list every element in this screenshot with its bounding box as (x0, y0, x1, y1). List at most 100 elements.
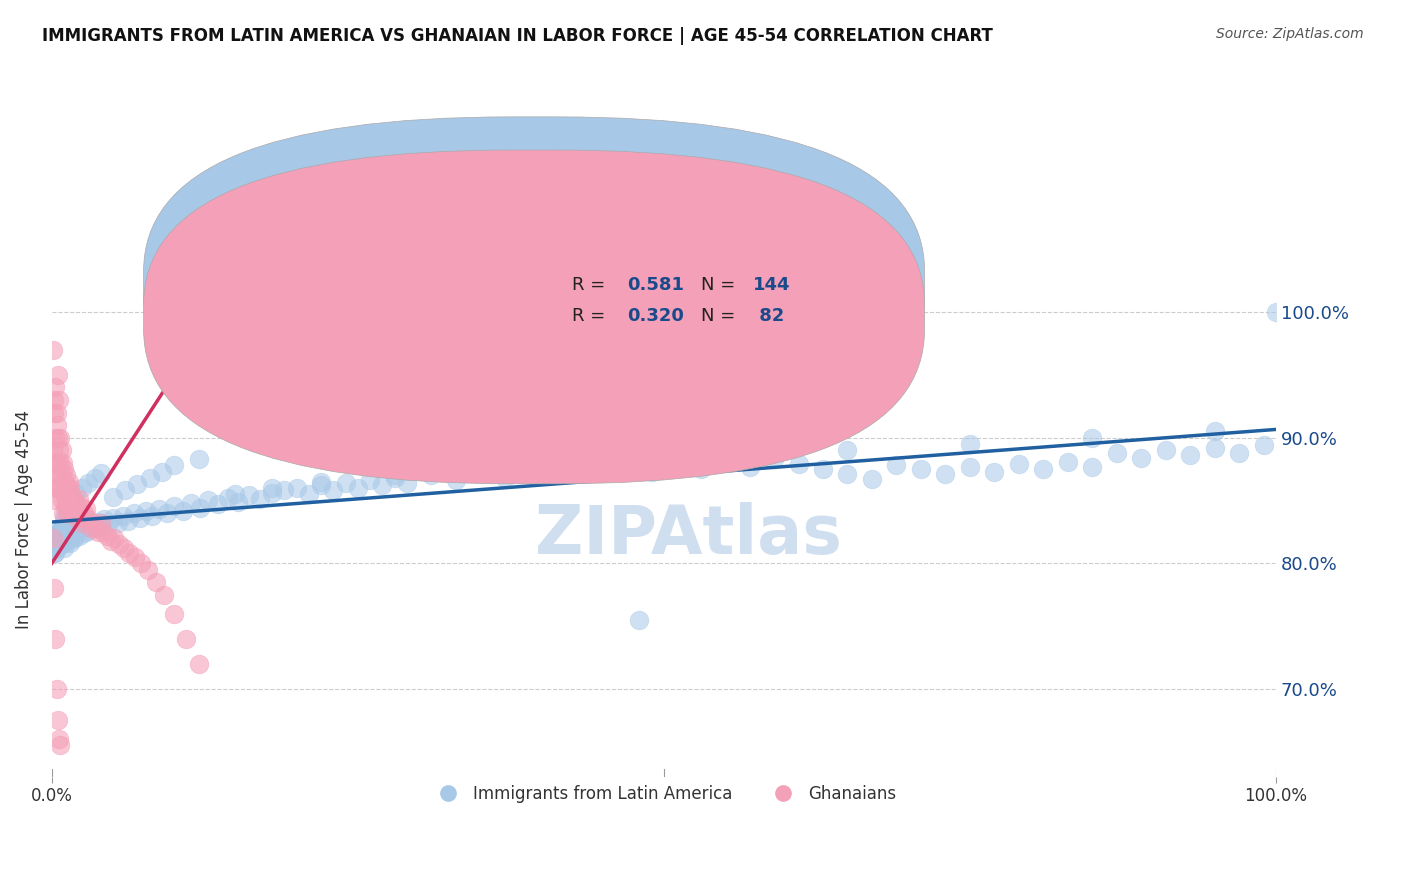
Point (543, 468, 565, 483)
Point (163, 607, 186, 621)
Point (44, 456, 66, 470)
Point (44, 493, 66, 508)
Text: N =: N = (700, 307, 735, 326)
Point (145, 575, 167, 590)
Point (309, 475, 332, 489)
Point (103, 531, 125, 545)
Point (56, 533, 79, 547)
Point (55, 468, 77, 483)
Point (141, 508, 163, 523)
Point (187, 452, 209, 467)
Point (52, 516, 75, 530)
Point (56, 481, 79, 495)
Point (62, 496, 84, 510)
Point (55, 493, 77, 508)
Point (494, 471, 516, 485)
Point (87, 524, 110, 539)
Point (811, 462, 834, 476)
Text: 82: 82 (754, 307, 785, 326)
Point (90, 466, 112, 480)
FancyBboxPatch shape (143, 150, 925, 483)
Point (59, 506, 82, 520)
Point (84, 521, 107, 535)
Point (65, 496, 87, 510)
Point (44, 582, 66, 596)
Point (176, 632, 198, 646)
Point (45, 468, 67, 483)
Point (837, 467, 859, 482)
Point (1253, 438, 1275, 452)
Point (44, 380, 66, 394)
Point (101, 511, 124, 525)
Point (44, 546, 66, 560)
Point (238, 488, 260, 502)
Point (96, 529, 118, 543)
Point (59, 536, 82, 550)
Point (75, 518, 97, 533)
Text: 0.320: 0.320 (627, 307, 683, 326)
Point (346, 481, 368, 495)
Point (1154, 443, 1177, 458)
Point (112, 541, 135, 556)
Point (187, 657, 209, 671)
Point (72, 516, 94, 530)
Point (616, 459, 638, 474)
Point (44, 527, 66, 541)
Point (1180, 448, 1202, 462)
Point (226, 494, 249, 508)
Point (127, 477, 149, 491)
Point (273, 483, 295, 498)
Point (138, 563, 160, 577)
Point (63, 530, 86, 544)
Point (48, 468, 70, 483)
Point (49, 739, 72, 753)
Point (90, 520, 112, 534)
Point (70, 521, 93, 535)
Point (1056, 454, 1078, 468)
Point (148, 502, 170, 516)
Point (53, 536, 76, 550)
Point (114, 483, 136, 498)
Point (49, 533, 72, 547)
Point (77, 524, 100, 538)
Point (44, 632, 66, 646)
FancyBboxPatch shape (486, 261, 830, 339)
Point (51, 529, 73, 543)
Point (910, 462, 932, 476)
Point (51, 493, 73, 508)
Point (395, 475, 418, 490)
Point (1227, 446, 1250, 460)
Point (49, 524, 72, 538)
Point (45, 405, 67, 419)
Point (163, 499, 186, 513)
Point (48, 526, 70, 541)
Point (55, 506, 77, 520)
Point (156, 506, 179, 520)
Point (48, 535, 70, 549)
Point (58, 524, 80, 539)
Point (470, 466, 492, 480)
Point (886, 458, 908, 473)
Point (322, 483, 344, 498)
Point (62, 491, 84, 505)
Point (46, 368, 69, 382)
Point (69, 506, 91, 520)
Point (87, 515, 110, 529)
Point (51, 521, 73, 535)
Point (309, 478, 332, 492)
Point (46, 431, 69, 445)
Point (129, 557, 152, 571)
Point (90, 516, 112, 530)
Point (82, 516, 104, 530)
Point (46, 536, 69, 550)
Point (567, 460, 589, 475)
Point (44, 405, 66, 419)
Point (371, 478, 394, 492)
Point (714, 454, 737, 468)
Point (80, 517, 103, 532)
Point (48, 392, 70, 407)
Point (122, 506, 145, 520)
Point (46, 456, 69, 470)
Point (60, 529, 83, 543)
Point (46, 531, 69, 545)
